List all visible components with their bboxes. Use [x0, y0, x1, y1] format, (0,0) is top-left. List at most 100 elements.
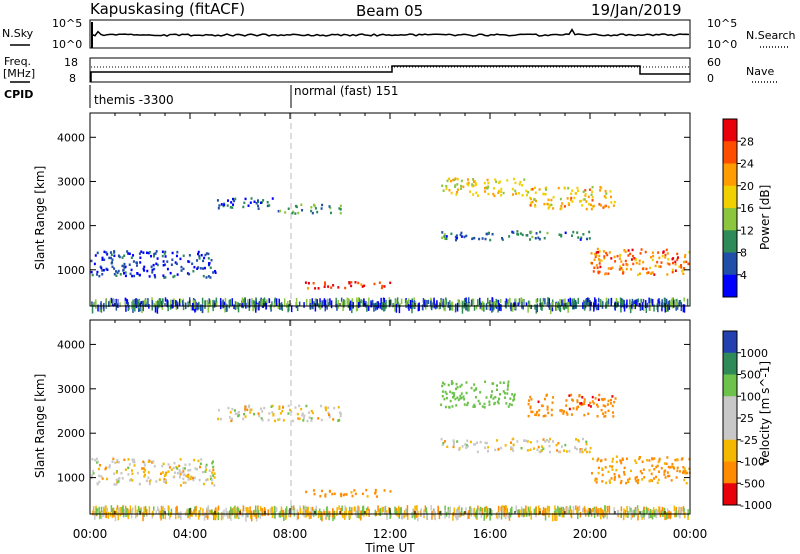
- echo-mark: [317, 417, 320, 420]
- x-tick-label: 16:00: [473, 527, 508, 541]
- noise-left-tick-bottom: 10^0: [52, 38, 82, 51]
- echo-mark: [585, 207, 588, 211]
- echo-mark: [496, 400, 499, 404]
- echo-mark: [656, 481, 659, 485]
- ground-scatter-mark: [383, 506, 386, 515]
- echo-mark: [328, 205, 331, 208]
- echo-mark: [128, 479, 131, 482]
- ground-scatter-mark: [427, 299, 430, 305]
- echo-mark: [130, 256, 133, 260]
- ground-scatter-mark: [268, 298, 271, 304]
- echo-mark: [607, 205, 610, 209]
- ground-scatter-mark: [397, 301, 399, 308]
- echo-mark: [487, 231, 490, 235]
- echo-mark: [557, 186, 560, 190]
- echo-mark: [509, 446, 512, 449]
- echo-mark: [481, 237, 484, 240]
- echo-mark: [127, 466, 130, 470]
- echo-mark: [179, 257, 182, 261]
- ground-scatter-mark: [212, 299, 214, 309]
- echo-mark: [472, 178, 475, 181]
- echo-mark: [465, 381, 468, 384]
- echo-mark: [632, 262, 635, 266]
- echo-mark: [247, 204, 250, 207]
- echo-mark: [324, 495, 327, 498]
- echo-mark: [176, 471, 179, 475]
- echo-mark: [117, 478, 120, 481]
- ground-scatter-mark: [633, 509, 635, 518]
- echo-mark: [260, 201, 263, 204]
- echo-mark: [512, 449, 515, 452]
- echo-mark: [475, 183, 478, 187]
- ground-scatter-mark: [94, 299, 97, 305]
- ground-scatter-mark: [262, 303, 264, 308]
- ground-scatter-mark: [147, 298, 149, 307]
- echo-mark: [670, 479, 673, 482]
- colorbar-tick-label: 24: [740, 158, 754, 171]
- echo-mark: [596, 266, 599, 270]
- ground-scatter-mark: [452, 512, 454, 521]
- echo-mark: [521, 183, 524, 187]
- ground-scatter-mark: [351, 298, 354, 304]
- echo-mark: [489, 238, 492, 242]
- echo-mark: [638, 457, 641, 461]
- ground-scatter-mark: [558, 509, 560, 515]
- ground-scatter-mark: [408, 305, 410, 311]
- echo-mark: [129, 272, 132, 276]
- echo-mark: [327, 285, 330, 288]
- ground-scatter-mark: [341, 512, 344, 518]
- ground-scatter-mark: [306, 298, 308, 303]
- echo-mark: [212, 465, 215, 469]
- echo-mark: [463, 403, 466, 406]
- echo-mark: [205, 478, 208, 482]
- echo-mark: [502, 191, 505, 195]
- ground-scatter-mark: [324, 511, 327, 518]
- echo-mark: [598, 270, 601, 274]
- echo-mark: [484, 237, 487, 241]
- ground-scatter-mark: [269, 304, 272, 310]
- ground-scatter-mark: [530, 304, 533, 310]
- velocity-x-ticks: 00:00 04:00 08:00 12:00 16:00 20:00 00:00: [73, 320, 707, 541]
- ground-scatter-mark: [170, 508, 173, 515]
- noise-panel-frame: [89, 19, 691, 49]
- ground-scatter-mark: [406, 509, 408, 515]
- ground-scatter-mark: [538, 505, 540, 515]
- echo-mark: [441, 236, 444, 240]
- ground-scatter-mark: [493, 301, 496, 308]
- echo-mark: [182, 481, 185, 484]
- ground-scatter-mark: [497, 301, 499, 307]
- echo-mark: [440, 437, 443, 441]
- ground-scatter-mark: [406, 300, 408, 306]
- echo-mark: [197, 252, 200, 256]
- echo-mark: [261, 410, 264, 413]
- ground-scatter-mark: [556, 512, 558, 521]
- echo-mark: [184, 463, 187, 467]
- echo-mark: [214, 271, 217, 274]
- echo-mark: [98, 480, 101, 484]
- freq-right-tick-bottom: 0: [707, 72, 714, 85]
- freq-right-tick-top: 60: [707, 56, 721, 69]
- ground-scatter-mark: [506, 508, 508, 515]
- colorbar-swatch: [723, 374, 737, 397]
- echo-mark: [646, 458, 649, 462]
- ground-scatter-mark: [542, 297, 545, 302]
- echo-mark: [595, 251, 598, 254]
- ground-scatter-mark: [669, 301, 672, 306]
- echo-mark: [297, 417, 300, 420]
- ground-scatter-mark: [398, 304, 401, 314]
- echo-mark: [448, 405, 451, 409]
- echo-mark: [532, 447, 535, 450]
- ground-scatter-mark: [461, 301, 464, 309]
- echo-mark: [166, 267, 169, 271]
- echo-mark: [441, 231, 444, 234]
- echo-mark: [638, 262, 641, 266]
- echo-mark: [451, 391, 454, 395]
- echo-mark: [555, 443, 558, 447]
- ground-scatter-mark: [325, 506, 328, 515]
- echo-mark: [607, 272, 610, 276]
- ground-scatter-mark: [98, 506, 100, 515]
- echo-mark: [604, 189, 607, 193]
- ground-scatter-mark: [168, 512, 171, 520]
- ground-scatter-mark: [175, 506, 177, 513]
- ground-scatter-mark: [469, 506, 471, 515]
